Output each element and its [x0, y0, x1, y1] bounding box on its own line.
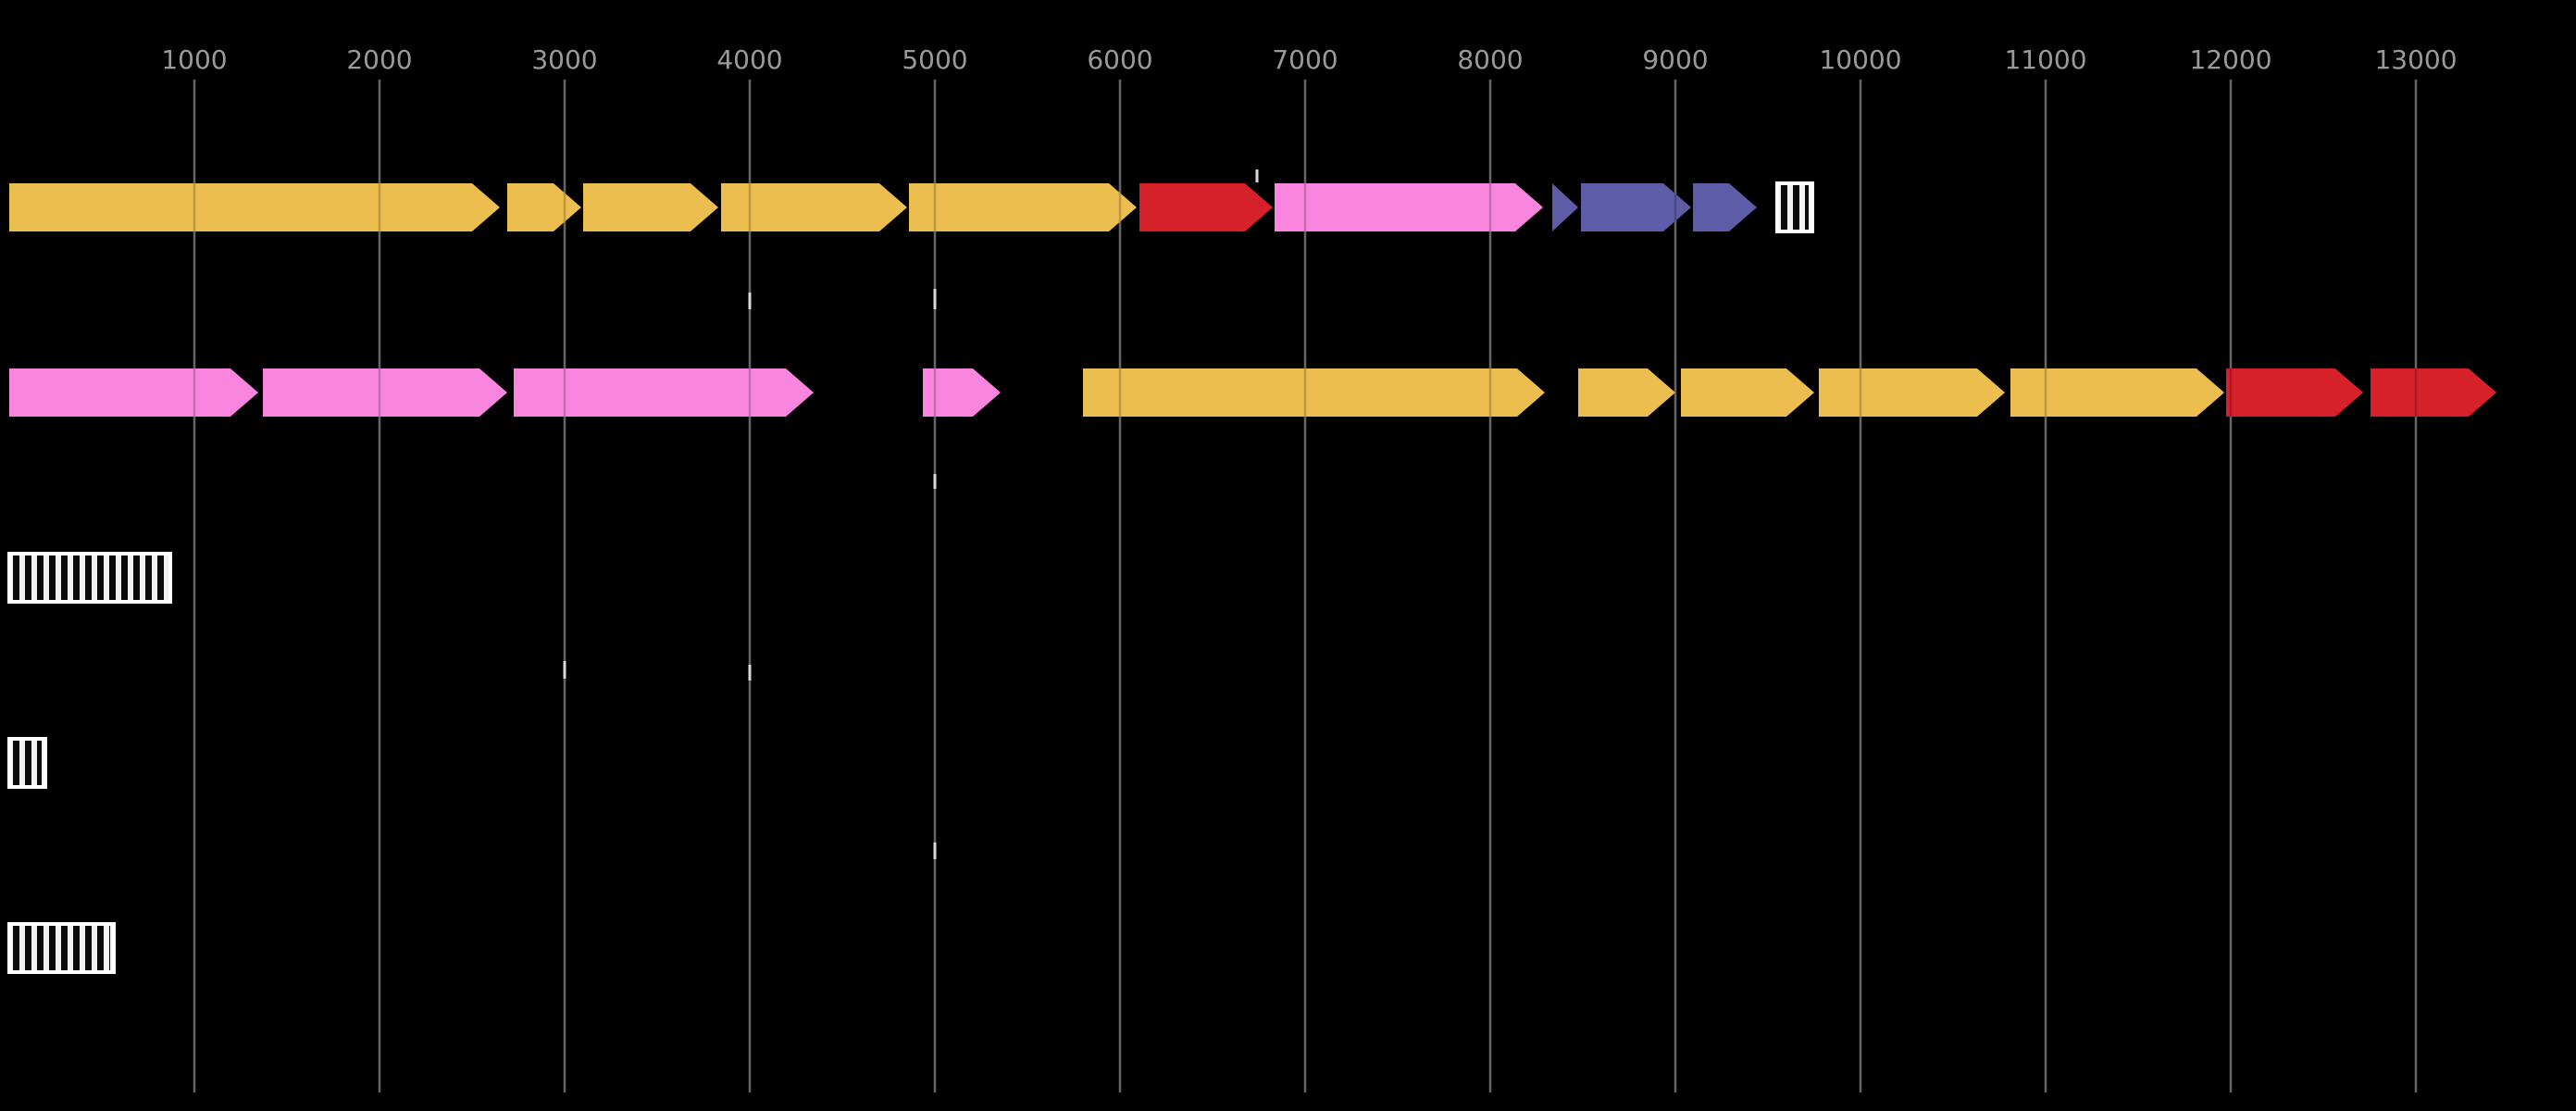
- gene-arrow-pink: [923, 368, 1001, 417]
- gene-arrow-gold: [2010, 368, 2224, 417]
- tiny-artifact-dash: [933, 289, 937, 309]
- stripe-bar: [1805, 185, 1809, 230]
- axis-tick-label: 3000: [531, 44, 597, 75]
- stripe-bar: [37, 741, 42, 785]
- gene-arrow-purple: [1552, 183, 1578, 231]
- gene-arrow-gold: [1681, 368, 1814, 417]
- stripe-bar: [37, 926, 44, 970]
- stripe-bar: [25, 741, 31, 785]
- gene-arrow-gold: [721, 183, 907, 231]
- gene-arrow-gold: [9, 183, 500, 231]
- stripe-bar: [133, 556, 140, 600]
- gene-arrow-gold: [909, 183, 1137, 231]
- gene-arrow-pink: [263, 368, 507, 417]
- tiny-artifact-dash: [933, 474, 937, 489]
- gene-arrow-pink: [1275, 183, 1543, 231]
- axis-tick-label: 5000: [902, 44, 967, 75]
- gene-arrow-gold: [1083, 368, 1545, 417]
- axis-tick-label: 4000: [716, 44, 782, 75]
- axis-tick-label: 11000: [2004, 44, 2086, 75]
- stripe-bar: [97, 556, 104, 600]
- stripe-bar: [109, 556, 116, 600]
- axis-tick-label: 13000: [2374, 44, 2457, 75]
- tiny-artifact-dash: [748, 665, 752, 680]
- stripe-bar: [13, 556, 19, 600]
- axis-tick-label: 2000: [346, 44, 412, 75]
- stripe-bar: [1781, 185, 1787, 230]
- axis-tick-label: 9000: [1642, 44, 1708, 75]
- tiny-artifact-dash: [748, 293, 752, 309]
- stripe-bar: [73, 556, 80, 600]
- axis-tick-label: 8000: [1457, 44, 1523, 75]
- stripe-bar: [85, 926, 92, 970]
- axis-tick-label: 7000: [1272, 44, 1338, 75]
- gene-arrow-red: [2371, 368, 2496, 417]
- stripe-bar: [1793, 185, 1799, 230]
- gene-arrow-gold: [1578, 368, 1675, 417]
- stripe-bar: [49, 926, 56, 970]
- stripe-bar: [145, 556, 152, 600]
- axis-tick-label: 6000: [1087, 44, 1152, 75]
- stripe-bar: [61, 556, 68, 600]
- stripe-bar: [97, 926, 104, 970]
- axis-tick-label: 12000: [2189, 44, 2271, 75]
- gene-arrow-gold: [583, 183, 718, 231]
- axis-tick-label: 10000: [1819, 44, 1901, 75]
- stripe-bar: [157, 556, 164, 600]
- gene-arrow-red: [2226, 368, 2363, 417]
- tiny-artifact-dash: [563, 661, 566, 679]
- axis-tick-label: 1000: [161, 44, 227, 75]
- gene-arrow-gold: [1819, 368, 2005, 417]
- gene-arrow-gold: [507, 183, 581, 231]
- stripe-bar: [37, 556, 44, 600]
- stripe-bar: [73, 926, 80, 970]
- gene-arrow-pink: [9, 368, 258, 417]
- stripe-bar: [109, 926, 110, 970]
- stripe-bar: [13, 926, 19, 970]
- stripe-bar: [61, 926, 68, 970]
- gene-arrow-purple: [1693, 183, 1757, 231]
- gene-arrow-pink: [514, 368, 814, 417]
- stripe-bar: [85, 556, 92, 600]
- gene-arrow-red: [1139, 183, 1273, 231]
- gene-arrow-purple: [1581, 183, 1691, 231]
- stripe-bar: [121, 556, 128, 600]
- stripe-bar: [25, 556, 31, 600]
- stripe-bar: [13, 741, 19, 785]
- tiny-artifact-dash: [933, 843, 937, 859]
- stripe-bar: [49, 556, 56, 600]
- tiny-artifact-dash: [1255, 169, 1259, 182]
- stripe-bar: [25, 926, 31, 970]
